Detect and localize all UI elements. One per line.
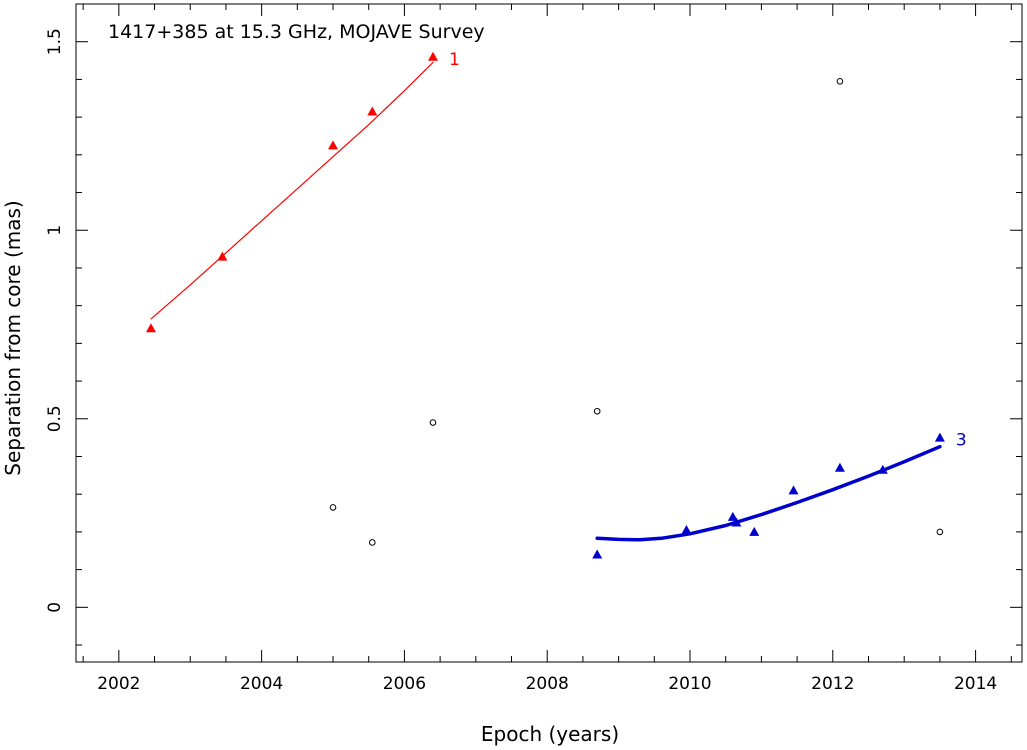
y-tick-label: 0.5: [45, 405, 65, 432]
component-label-1: 1: [449, 50, 460, 70]
fit-line-3: [595, 444, 942, 542]
data-point-triangle: [749, 526, 760, 536]
y-tick-label: 0: [45, 602, 65, 613]
y-tick-label: 1.5: [45, 28, 65, 55]
data-point-triangle: [877, 464, 888, 474]
plot-frame: [75, 3, 1023, 663]
x-tick-label: 2010: [668, 674, 711, 694]
axes: 2002 2004 2006 2008 2010 2012 2014 0 0.5 1 1.5: [45, 3, 1023, 694]
data-point-triangle: [681, 525, 692, 535]
data-point-triangle: [217, 251, 228, 261]
x-tick-label: 2014: [954, 674, 997, 694]
y-axis-title: Separation from core (mas): [1, 200, 25, 475]
data-point-triangle: [731, 517, 742, 527]
data-point-triangle: [145, 323, 156, 333]
data-point-triangle: [328, 140, 339, 150]
data-point-triangle: [934, 432, 945, 442]
data-point-circle: [936, 528, 944, 536]
data-point-triangle: [592, 549, 603, 559]
x-tick-label: 2012: [811, 674, 854, 694]
x-tick-label: 2002: [97, 674, 140, 694]
data-point-circle: [329, 504, 337, 511]
x-axis-title: Epoch (years): [481, 722, 619, 746]
data-point-circle: [836, 78, 844, 85]
data-point-circle: [368, 539, 376, 546]
fit-lines: [150, 61, 942, 542]
x-tick-label: 2006: [383, 674, 426, 694]
data-point-triangle: [367, 106, 378, 116]
data-point-circle: [429, 419, 437, 426]
data-point-triangle: [834, 462, 845, 472]
data-point-triangle: [427, 51, 438, 61]
data-point-circle: [593, 407, 601, 415]
data-point-triangle: [727, 511, 738, 521]
data-point-triangle: [788, 485, 799, 495]
fit-line-1: [150, 61, 434, 320]
component-label-3: 3: [956, 431, 967, 451]
data-markers: 13: [145, 50, 967, 559]
x-tick-label: 2004: [240, 674, 283, 694]
chart-title: 1417+385 at 15.3 GHz, MOJAVE Survey: [108, 21, 485, 43]
y-tick-label: 1: [45, 225, 65, 236]
x-tick-label: 2008: [526, 674, 569, 694]
